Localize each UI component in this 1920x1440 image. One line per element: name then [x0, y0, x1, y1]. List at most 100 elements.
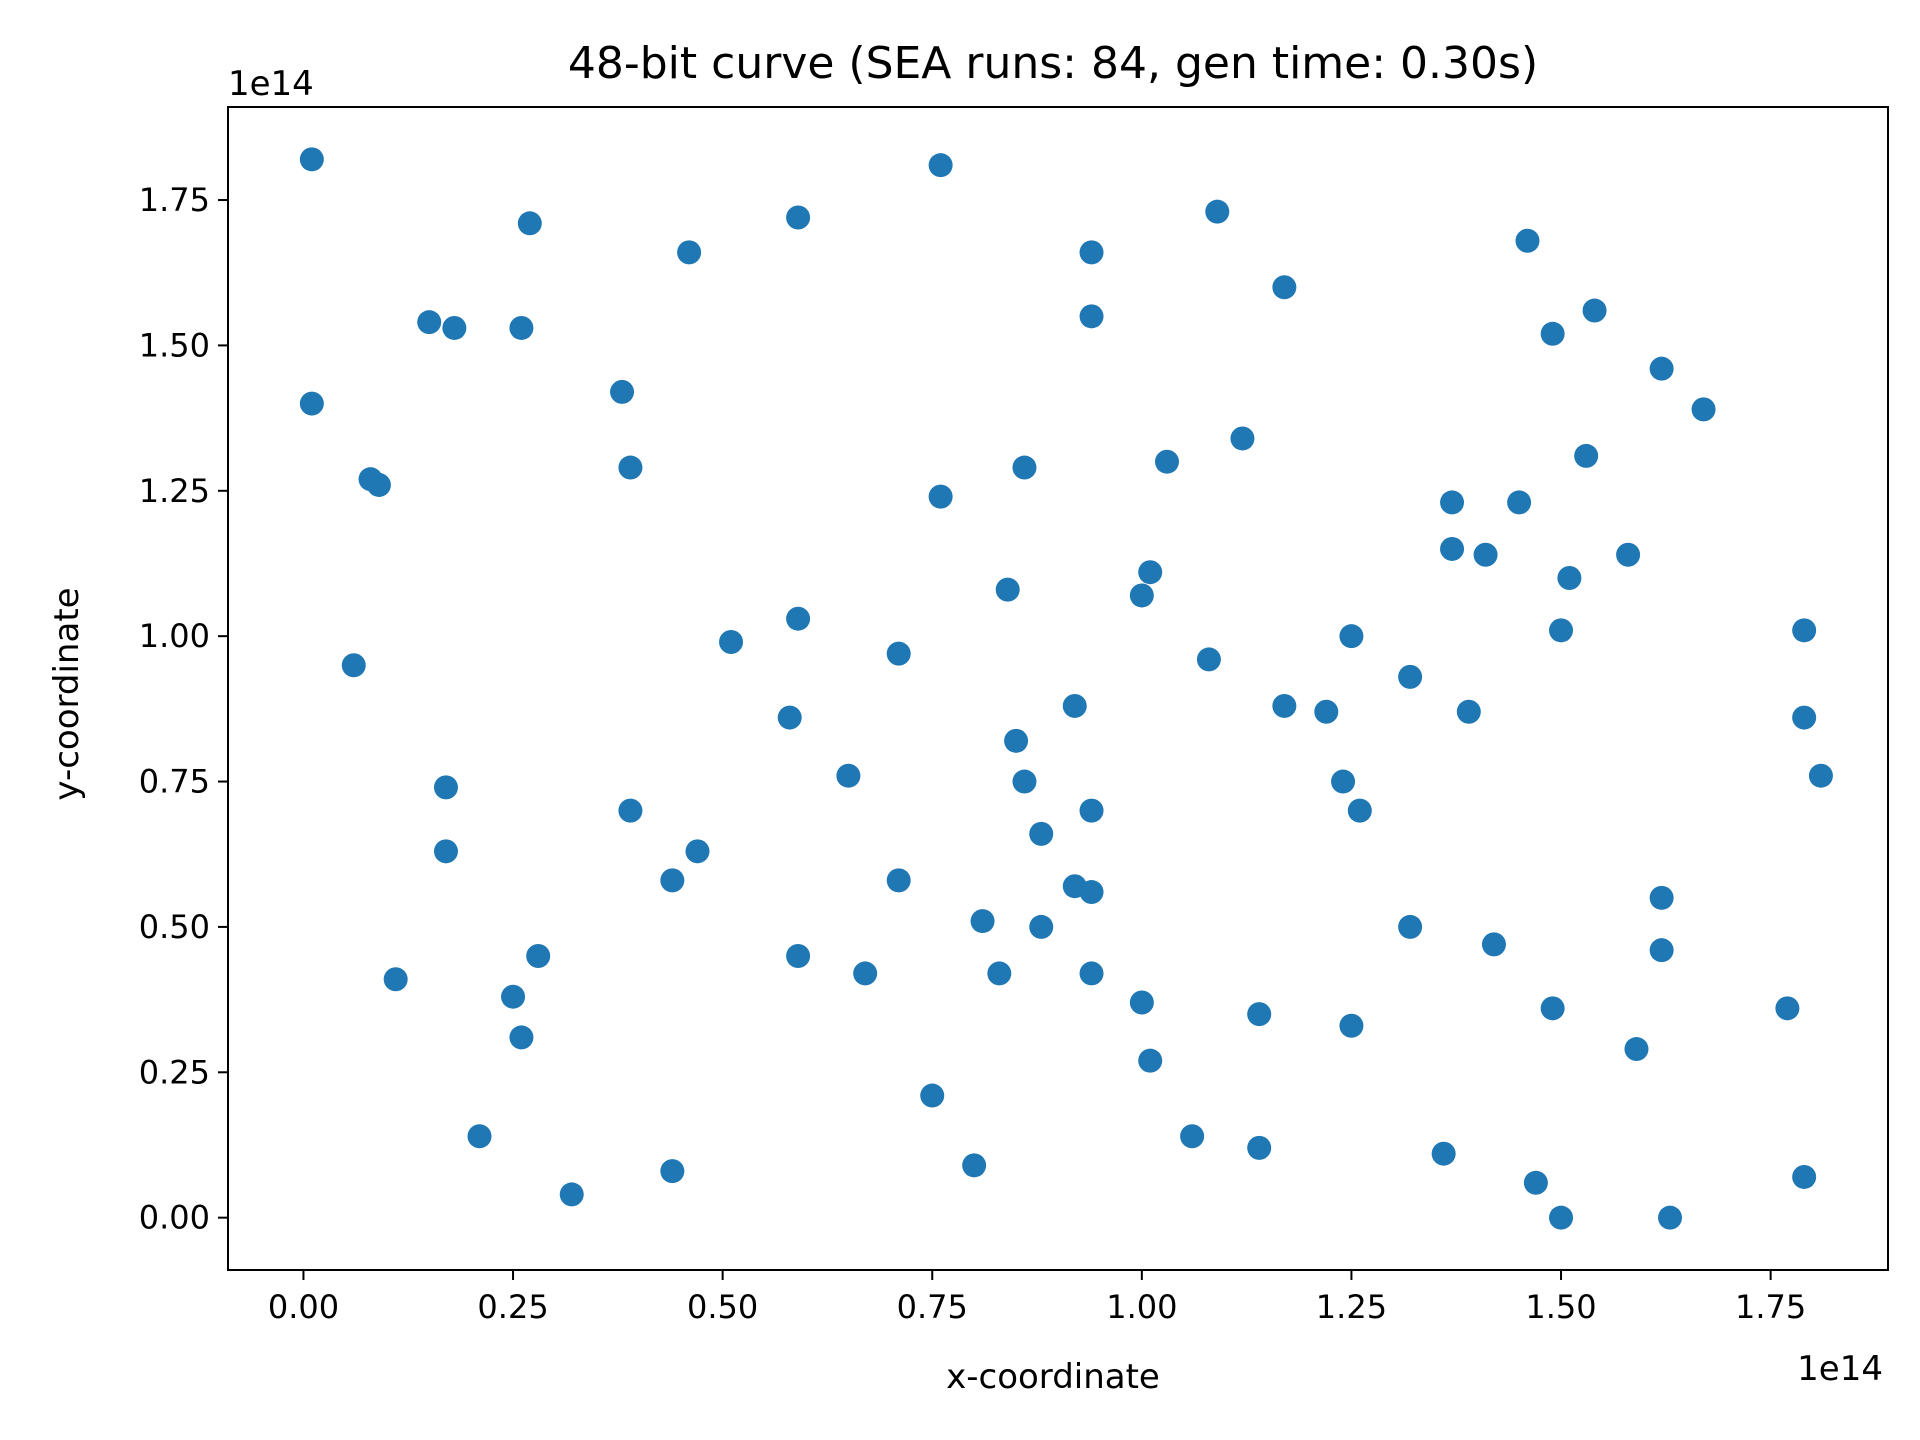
y-axis-ticks: 0.00 0.25 0.50 0.75 1.00 1.25 1.50 1.75 — [139, 181, 228, 1237]
data-point — [501, 984, 526, 1009]
plot-area — [227, 106, 1889, 1271]
data-point — [1079, 798, 1104, 823]
data-point — [366, 472, 391, 497]
data-point — [1331, 769, 1356, 794]
data-point — [1481, 932, 1506, 957]
data-point — [509, 315, 534, 340]
data-point — [1079, 880, 1104, 905]
data-point — [417, 310, 442, 335]
data-point — [1247, 1135, 1272, 1160]
data-point — [777, 705, 802, 730]
y-axis-offset-label: 1e14 — [228, 64, 314, 104]
x-tick-label: 1.75 — [1735, 1288, 1806, 1326]
data-point — [1649, 885, 1674, 910]
data-point — [1431, 1141, 1456, 1166]
y-tick-label: 0.25 — [139, 1053, 210, 1091]
data-point — [1180, 1124, 1205, 1149]
data-point — [1649, 938, 1674, 963]
data-point — [786, 205, 811, 230]
data-point — [442, 315, 467, 340]
data-point — [1691, 397, 1716, 422]
data-point — [1792, 1164, 1817, 1189]
data-point — [1616, 542, 1641, 567]
data-point — [1272, 275, 1297, 300]
data-point — [786, 606, 811, 631]
data-point — [1029, 914, 1054, 939]
data-point — [886, 641, 911, 666]
x-tick-label: 0.25 — [477, 1288, 548, 1326]
data-point — [1775, 996, 1800, 1021]
data-point — [1196, 647, 1221, 672]
data-point — [1272, 693, 1297, 718]
data-point — [1079, 304, 1104, 329]
data-point — [1062, 693, 1087, 718]
data-point — [1347, 798, 1372, 823]
data-point — [836, 763, 861, 788]
data-point — [1138, 1048, 1163, 1073]
data-point — [1339, 624, 1364, 649]
data-point — [299, 147, 324, 172]
y-axis-label: y-coordinate — [47, 587, 87, 800]
data-point — [1624, 1037, 1649, 1062]
data-point — [509, 1025, 534, 1050]
data-point — [1154, 449, 1179, 474]
data-point — [1440, 490, 1465, 515]
x-tick-label: 0.50 — [687, 1288, 758, 1326]
x-tick-label: 1.50 — [1525, 1288, 1596, 1326]
data-point — [1649, 356, 1674, 381]
x-tick-label: 0.00 — [268, 1288, 339, 1326]
y-tick-label: 1.50 — [139, 326, 210, 364]
data-point — [1129, 583, 1154, 608]
data-point — [786, 943, 811, 968]
data-point — [618, 798, 643, 823]
data-point — [559, 1182, 584, 1207]
data-point — [719, 629, 744, 654]
data-point — [1230, 426, 1255, 451]
data-point — [1456, 699, 1481, 724]
data-point — [1549, 1205, 1574, 1230]
data-point — [1205, 199, 1230, 224]
data-points — [299, 147, 1833, 1230]
data-point — [1138, 560, 1163, 585]
x-tick-label: 0.75 — [897, 1288, 968, 1326]
data-point — [660, 1159, 685, 1184]
data-point — [660, 868, 685, 893]
data-point — [962, 1153, 987, 1178]
data-point — [1540, 996, 1565, 1021]
data-point — [383, 967, 408, 992]
data-point — [1314, 699, 1339, 724]
data-point — [1792, 705, 1817, 730]
x-axis-ticks: 0.00 0.25 0.50 0.75 1.00 1.25 1.50 1.75 — [268, 1270, 1806, 1326]
data-point — [970, 909, 995, 934]
data-point — [1540, 321, 1565, 346]
data-point — [299, 391, 324, 416]
data-point — [677, 240, 702, 265]
data-point — [433, 775, 458, 800]
data-point — [1012, 769, 1037, 794]
data-point — [1079, 961, 1104, 986]
data-point — [1129, 990, 1154, 1015]
data-point — [526, 943, 551, 968]
data-point — [886, 868, 911, 893]
axes-frame — [227, 106, 1889, 1271]
data-point — [995, 577, 1020, 602]
data-point — [1523, 1170, 1548, 1195]
data-point — [1808, 763, 1833, 788]
data-point — [1004, 728, 1029, 753]
data-point — [1792, 618, 1817, 643]
data-point — [1658, 1205, 1683, 1230]
data-point — [1079, 240, 1104, 265]
data-point — [1557, 566, 1582, 591]
data-point — [1398, 664, 1423, 689]
x-axis-label: x-coordinate — [946, 1357, 1160, 1397]
data-point — [685, 839, 710, 864]
data-point — [1582, 298, 1607, 323]
data-point — [1574, 443, 1599, 468]
data-point — [928, 484, 953, 509]
data-point — [1440, 536, 1465, 561]
data-point — [618, 455, 643, 480]
data-point — [987, 961, 1012, 986]
y-tick-label: 0.75 — [139, 763, 210, 801]
data-point — [467, 1124, 492, 1149]
